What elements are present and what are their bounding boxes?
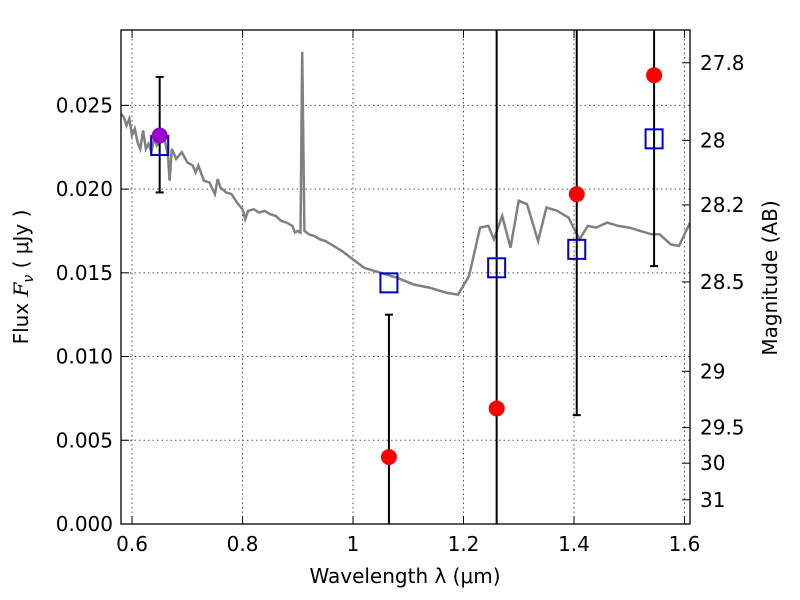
x-tick-label: 1.2	[448, 532, 480, 556]
y2-tick-label: 28.2	[700, 193, 745, 217]
model-flux-point	[568, 186, 585, 203]
plot-frame	[120, 29, 691, 525]
model-flux-point	[646, 67, 663, 84]
x-axis-title: Wavelength λ (μm)	[309, 564, 500, 588]
grid-lines	[121, 30, 690, 524]
observed-flux-square	[567, 238, 587, 260]
y2-tick-label: 28.5	[700, 270, 745, 294]
model-flux-point	[380, 449, 397, 466]
y-tick-label: 0.005	[56, 428, 113, 452]
series-layer	[121, 30, 690, 524]
y-axis-title: Flux Fν ( μJy )	[9, 210, 37, 345]
axis-ticks: 0.6 0.8 1 1.2 1.4 1.6 0.000 0.005 0.010 0.015 0.02…	[56, 30, 745, 556]
template-spectrum-line	[121, 51, 690, 296]
y2-tick-label: 28	[700, 128, 725, 152]
x-tick-label: 0.6	[116, 532, 148, 556]
y-tick-label: 0.025	[56, 93, 113, 117]
x-tick-label: 1.4	[558, 532, 590, 556]
x-tick-label: 1	[347, 532, 360, 556]
observed-flux-square	[379, 272, 399, 294]
x-tick-label: 0.8	[227, 532, 259, 556]
y2-tick-label: 29	[700, 359, 725, 383]
y-tick-label: 0.010	[56, 345, 113, 369]
y2-tick-label: 27.8	[700, 51, 745, 75]
observed-flux-square	[487, 257, 507, 279]
y2-tick-label: 29.5	[700, 416, 745, 440]
y2-tick-label: 31	[700, 488, 725, 512]
observed-flux-square	[644, 128, 664, 150]
x-tick-label: 1.6	[669, 532, 701, 556]
y2-axis-title: Magnitude (AB)	[758, 200, 782, 355]
model-flux-point	[488, 400, 505, 417]
y-tick-label: 0.015	[56, 261, 113, 285]
y-tick-label: 0.020	[56, 177, 113, 201]
model-flux-point	[151, 127, 168, 144]
y-tick-label: 0.000	[56, 512, 113, 536]
y2-tick-label: 30	[700, 451, 725, 475]
